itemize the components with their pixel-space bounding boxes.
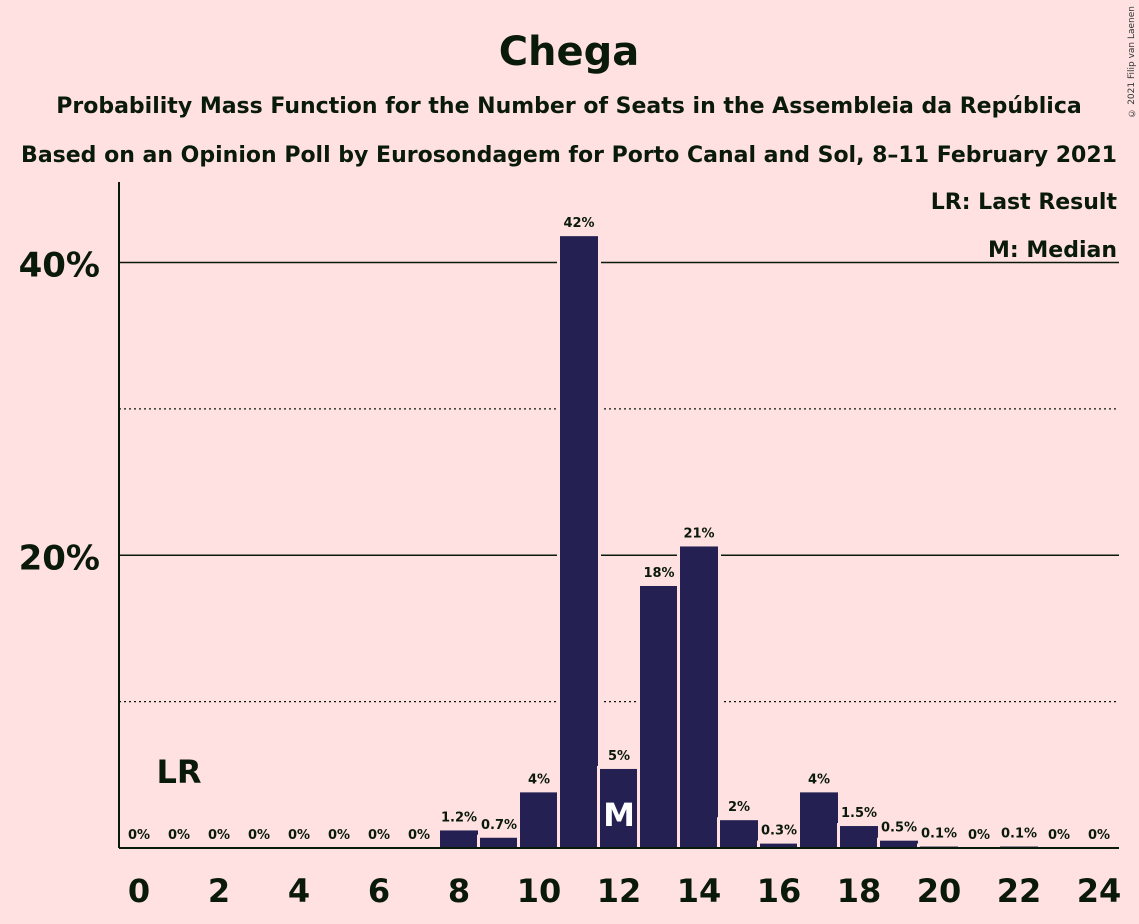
value-label: 0% bbox=[368, 828, 390, 843]
value-label: 0% bbox=[408, 828, 430, 843]
value-label: 0% bbox=[288, 828, 310, 843]
x-tick-label: 14 bbox=[677, 872, 722, 910]
value-label: 1.2% bbox=[441, 810, 477, 825]
value-label: 4% bbox=[808, 772, 830, 787]
y-tick-label: 20% bbox=[19, 538, 100, 578]
value-label: 0% bbox=[1088, 828, 1110, 843]
value-label: 0% bbox=[128, 828, 150, 843]
last-result-marker: LR bbox=[156, 753, 201, 791]
bar bbox=[760, 843, 798, 848]
bar bbox=[440, 830, 478, 848]
value-label-bg bbox=[720, 796, 758, 813]
bar bbox=[680, 546, 718, 848]
value-label-bg bbox=[560, 212, 598, 229]
chart-subtitle-2: Based on an Opinion Poll by Eurosondagem… bbox=[21, 143, 1117, 168]
value-labels: 0% 0% 0% 0% 0% 0% 0% 0% 1.2% 0.7% 4% 42% 5% 18% 21% 2% 0… bbox=[128, 212, 1110, 843]
bar bbox=[840, 826, 878, 848]
value-label: 0% bbox=[208, 828, 230, 843]
value-label-bg bbox=[1000, 822, 1038, 839]
value-label: 42% bbox=[563, 216, 594, 231]
value-label: 0.1% bbox=[921, 827, 957, 842]
value-label-bg bbox=[520, 768, 558, 785]
value-label-bg bbox=[640, 561, 678, 578]
value-label-bg bbox=[920, 822, 958, 839]
x-tick-label: 8 bbox=[448, 872, 470, 910]
value-label: 0% bbox=[248, 828, 270, 843]
value-label: 0.3% bbox=[761, 824, 797, 839]
value-label: 0% bbox=[328, 828, 350, 843]
x-tick-label: 2 bbox=[208, 872, 230, 910]
value-label: 0% bbox=[168, 828, 190, 843]
x-tick-label: 10 bbox=[517, 872, 562, 910]
value-label: 5% bbox=[608, 749, 630, 764]
value-label: 18% bbox=[643, 566, 674, 581]
value-label: 0.7% bbox=[481, 818, 517, 833]
bar bbox=[720, 820, 758, 848]
value-label: 0% bbox=[1048, 828, 1070, 843]
value-label: 4% bbox=[528, 772, 550, 787]
bar-halo bbox=[997, 843, 1041, 848]
x-tick-label: 18 bbox=[837, 872, 882, 910]
value-label-bg bbox=[600, 744, 638, 761]
chart-title: Chega bbox=[499, 29, 640, 75]
value-label: 0.5% bbox=[881, 821, 917, 836]
value-label: 0.1% bbox=[1001, 827, 1037, 842]
x-tick-label: 16 bbox=[757, 872, 802, 910]
value-label: 2% bbox=[728, 800, 750, 815]
x-tick-label: 22 bbox=[997, 872, 1042, 910]
x-tick-label: 24 bbox=[1077, 872, 1122, 910]
copyright-note: © 2021 Filip van Laenen bbox=[1127, 6, 1137, 118]
y-tick-label: 40% bbox=[19, 246, 100, 286]
value-label-bg bbox=[480, 813, 518, 830]
legend-last-result: LR: Last Result bbox=[931, 190, 1118, 215]
median-marker: M bbox=[603, 796, 635, 834]
chart-subtitle: Probability Mass Function for the Number… bbox=[56, 94, 1081, 119]
bar-halo bbox=[917, 843, 961, 848]
x-tick-label: 4 bbox=[288, 872, 310, 910]
value-label: 0% bbox=[968, 828, 990, 843]
value-label-bg bbox=[840, 802, 878, 819]
value-label-bg bbox=[680, 522, 718, 539]
bars bbox=[437, 233, 1041, 848]
x-tick-label: 6 bbox=[368, 872, 390, 910]
x-tick-label: 20 bbox=[917, 872, 962, 910]
value-label: 21% bbox=[683, 526, 714, 541]
bar bbox=[600, 768, 638, 848]
x-tick-label: 12 bbox=[597, 872, 642, 910]
legend-median: M: Median bbox=[988, 238, 1117, 263]
bar bbox=[520, 792, 558, 848]
bar bbox=[800, 792, 838, 848]
bar bbox=[640, 585, 678, 848]
value-label-bg bbox=[760, 819, 798, 836]
x-tick-label: 0 bbox=[128, 872, 150, 910]
axes: 20%40%0 2 4 6 8 10 12 14 16 18 20 22 24 bbox=[19, 182, 1122, 910]
bar bbox=[480, 837, 518, 848]
bar bbox=[560, 236, 598, 848]
value-label-bg bbox=[880, 816, 918, 833]
value-label-bg bbox=[440, 806, 478, 823]
bar bbox=[880, 840, 918, 848]
value-label: 1.5% bbox=[841, 806, 877, 821]
value-label-bg bbox=[800, 768, 838, 785]
grid-lines bbox=[119, 261, 1119, 703]
